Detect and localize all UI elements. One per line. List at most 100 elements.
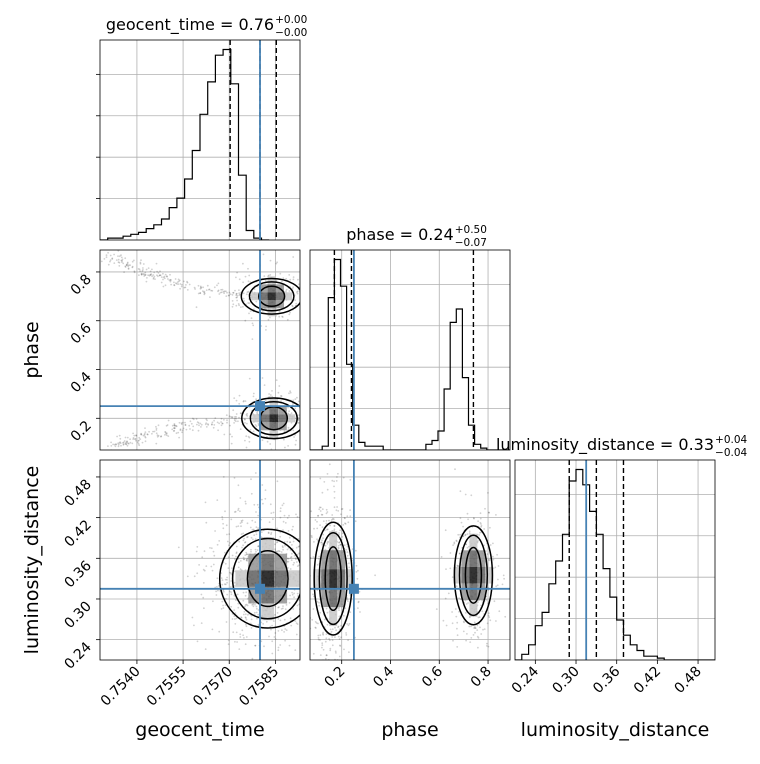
sample-point	[316, 600, 319, 603]
sample-point	[303, 397, 305, 399]
sample-point	[276, 612, 279, 614]
sample-point	[180, 285, 183, 288]
sample-point	[325, 637, 328, 640]
sample-point	[223, 292, 226, 295]
sample-point	[193, 575, 196, 578]
sample-point	[487, 612, 490, 615]
sample-point	[121, 259, 123, 262]
sample-point	[486, 553, 489, 555]
sample-point	[296, 516, 299, 518]
sample-point	[288, 541, 291, 544]
sample-point	[142, 273, 145, 275]
sample-point	[338, 541, 341, 543]
sample-point	[305, 603, 307, 605]
sample-point	[117, 443, 120, 446]
sample-point	[250, 548, 252, 551]
sample-point	[466, 546, 469, 549]
sample-point	[137, 440, 140, 442]
sample-point	[165, 434, 168, 437]
sample-point	[172, 430, 175, 432]
sample-point	[288, 602, 291, 604]
x-tick-label: 0.7540	[98, 664, 144, 710]
sample-point	[143, 273, 146, 275]
sample-point	[203, 569, 206, 572]
sample-point	[317, 638, 320, 641]
contour-line	[241, 397, 300, 440]
sample-point	[465, 543, 467, 546]
sample-point	[244, 605, 246, 608]
sample-point	[331, 517, 334, 520]
sample-point	[223, 433, 226, 436]
y-tick-label: 0.42	[61, 517, 94, 550]
sample-point	[323, 481, 326, 483]
sample-point	[511, 532, 513, 534]
sample-point	[328, 638, 330, 640]
sample-point	[195, 418, 198, 420]
sample-point	[242, 292, 245, 295]
sample-point	[127, 442, 130, 445]
sample-point	[245, 623, 247, 626]
sample-point	[290, 661, 292, 663]
sample-point	[126, 262, 129, 265]
sample-point	[142, 269, 144, 271]
sample-point	[218, 293, 221, 295]
sample-point	[169, 280, 172, 283]
sample-point	[248, 312, 250, 315]
sample-point	[489, 544, 492, 546]
truth-marker	[348, 583, 359, 594]
sample-point	[199, 285, 202, 288]
sample-point	[176, 283, 178, 285]
sample-point	[173, 427, 176, 429]
sample-point	[325, 654, 328, 657]
sample-point	[269, 259, 272, 262]
sample-point	[304, 563, 306, 565]
sample-point	[302, 635, 304, 637]
sample-point	[456, 565, 459, 568]
sample-point	[477, 616, 480, 619]
sample-point	[144, 427, 146, 429]
sample-point	[464, 612, 467, 614]
sample-point	[298, 422, 300, 424]
sample-point	[255, 526, 258, 529]
sample-point	[285, 277, 288, 280]
sample-point	[345, 634, 348, 636]
sample-point	[453, 542, 456, 545]
sample-point	[274, 632, 277, 634]
sample-point	[225, 290, 227, 293]
sample-point	[220, 608, 223, 610]
sample-point	[119, 437, 122, 440]
sample-point	[305, 549, 307, 551]
sample-point	[129, 441, 132, 444]
sample-point	[224, 551, 226, 554]
sample-point	[251, 519, 254, 522]
sample-point	[462, 535, 465, 538]
sample-point	[326, 528, 328, 531]
sample-point	[238, 292, 241, 294]
sample-point	[144, 440, 147, 443]
sample-point	[222, 590, 225, 593]
sample-point	[460, 521, 463, 524]
sample-point	[203, 290, 206, 293]
sample-point	[233, 581, 236, 584]
sample-point	[453, 541, 456, 544]
sample-point	[157, 272, 160, 274]
sample-point	[304, 410, 306, 412]
sample-point	[270, 533, 272, 536]
sample-point	[307, 524, 309, 526]
sample-point	[495, 620, 497, 622]
sample-point	[331, 514, 334, 516]
sample-point	[105, 254, 108, 257]
sample-point	[289, 390, 291, 393]
sample-point	[247, 302, 250, 304]
sample-point	[276, 541, 279, 543]
sample-point	[143, 434, 146, 436]
sample-point	[478, 616, 481, 619]
sample-point	[310, 534, 313, 537]
sample-point	[487, 614, 490, 617]
sample-point	[125, 441, 128, 444]
sample-point	[240, 412, 243, 415]
sample-point	[452, 639, 454, 642]
sample-point	[199, 292, 202, 294]
sample-point	[269, 503, 272, 506]
sample-point	[287, 567, 289, 569]
